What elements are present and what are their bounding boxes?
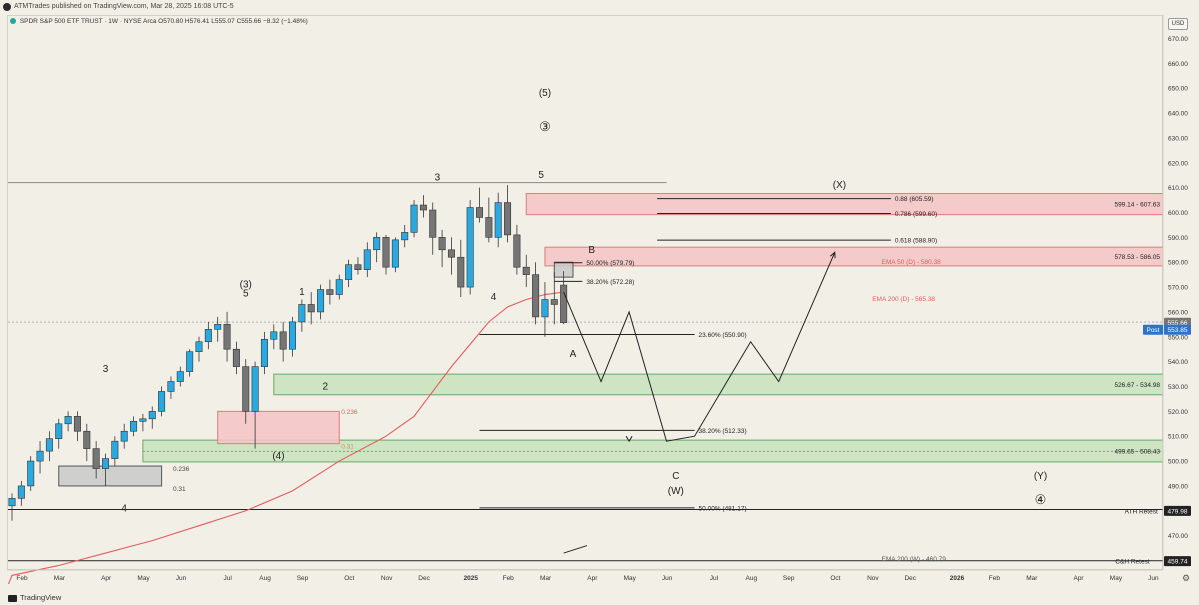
level-badge-bg-1 [1164, 556, 1191, 567]
price-badge-1: 553.85 [1168, 327, 1188, 334]
y-tick-460: 460.00 [1168, 558, 1188, 565]
x-tick-27: May [1110, 575, 1123, 582]
x-tick-28: Jun [1148, 575, 1159, 582]
x-tick-4: Jun [176, 575, 187, 582]
tradingview-brand: TradingView [8, 593, 61, 602]
tradingview-logo-icon [8, 594, 17, 602]
brand-label: TradingView [20, 593, 62, 602]
x-tick-21: Nov [867, 575, 879, 582]
x-tick-19: Sep [783, 575, 795, 582]
y-tick-660: 660.00 [1168, 61, 1188, 68]
gear-icon[interactable]: ⚙ [1182, 573, 1191, 583]
symbol-info: SPDR S&P 500 ETF TRUST · 1W · NYSE Arca … [10, 17, 308, 27]
market-status-icon [10, 18, 16, 25]
x-tick-15: May [624, 575, 637, 582]
y-tick-550: 550.00 [1168, 334, 1188, 341]
x-tick-3: May [137, 575, 150, 582]
y-tick-610: 610.00 [1168, 185, 1188, 192]
x-tick-17: Jul [710, 575, 719, 582]
x-tick-6: Aug [259, 575, 271, 582]
x-tick-13: Mar [540, 575, 552, 582]
level-badge-0: 479.98 [1168, 508, 1188, 515]
x-tick-22: Dec [904, 575, 916, 582]
y-tick-570: 570.00 [1168, 285, 1188, 292]
price-badge-bg-0 [1164, 317, 1191, 328]
x-tick-1: Mar [54, 575, 66, 582]
x-tick-16: Jun [662, 575, 673, 582]
x-tick-2: Apr [101, 575, 112, 582]
y-tick-530: 530.00 [1168, 384, 1188, 391]
x-tick-18: Aug [746, 575, 758, 582]
symbol-ohlc-line: SPDR S&P 500 ETF TRUST · 1W · NYSE Arca … [19, 18, 308, 25]
y-tick-510: 510.00 [1168, 434, 1188, 441]
x-tick-24: Feb [989, 575, 1001, 582]
y-tick-540: 540.00 [1168, 359, 1188, 366]
y-tick-470: 470.00 [1168, 533, 1188, 540]
y-tick-560: 560.00 [1168, 309, 1188, 316]
x-tick-14: Apr [587, 575, 598, 582]
y-tick-590: 590.00 [1168, 235, 1188, 242]
price-badge-bg-1 [1164, 324, 1191, 335]
x-tick-25: Mar [1026, 575, 1038, 582]
y-tick-670: 670.00 [1168, 36, 1188, 43]
x-tick-23: 2026 [950, 575, 965, 582]
chart-frame [7, 15, 1163, 570]
publish-info: ATMTrades published on TradingView.com, … [14, 3, 234, 10]
y-tick-630: 630.00 [1168, 135, 1188, 142]
footer-bar [0, 584, 1199, 605]
price-badge-0: 555.66 [1168, 320, 1188, 327]
y-tick-520: 520.00 [1168, 409, 1188, 416]
author-avatar-icon [3, 3, 11, 11]
x-tick-26: Apr [1073, 575, 1084, 582]
y-tick-650: 650.00 [1168, 86, 1188, 93]
x-tick-20: Oct [830, 575, 840, 582]
y-tick-490: 490.00 [1168, 483, 1188, 490]
publish-bar: ATMTrades published on TradingView.com, … [0, 0, 1199, 14]
x-tick-9: Nov [381, 575, 393, 582]
y-tick-480: 480.00 [1168, 508, 1188, 515]
y-tick-580: 580.00 [1168, 260, 1188, 267]
y-tick-600: 600.00 [1168, 210, 1188, 217]
x-tick-8: Oct [344, 575, 354, 582]
y-tick-640: 640.00 [1168, 111, 1188, 118]
x-tick-7: Sep [297, 575, 309, 582]
x-tick-11: 2025 [464, 575, 479, 582]
level-badge-bg-0 [1164, 505, 1191, 516]
x-tick-10: Dec [418, 575, 430, 582]
level-badge-1: 459.74 [1168, 559, 1188, 566]
x-tick-12: Feb [503, 575, 515, 582]
x-tick-5: Jul [224, 575, 233, 582]
y-tick-500: 500.00 [1168, 459, 1188, 466]
x-tick-0: Feb [16, 575, 28, 582]
y-tick-620: 620.00 [1168, 160, 1188, 167]
currency-button[interactable]: USD [1168, 18, 1188, 30]
